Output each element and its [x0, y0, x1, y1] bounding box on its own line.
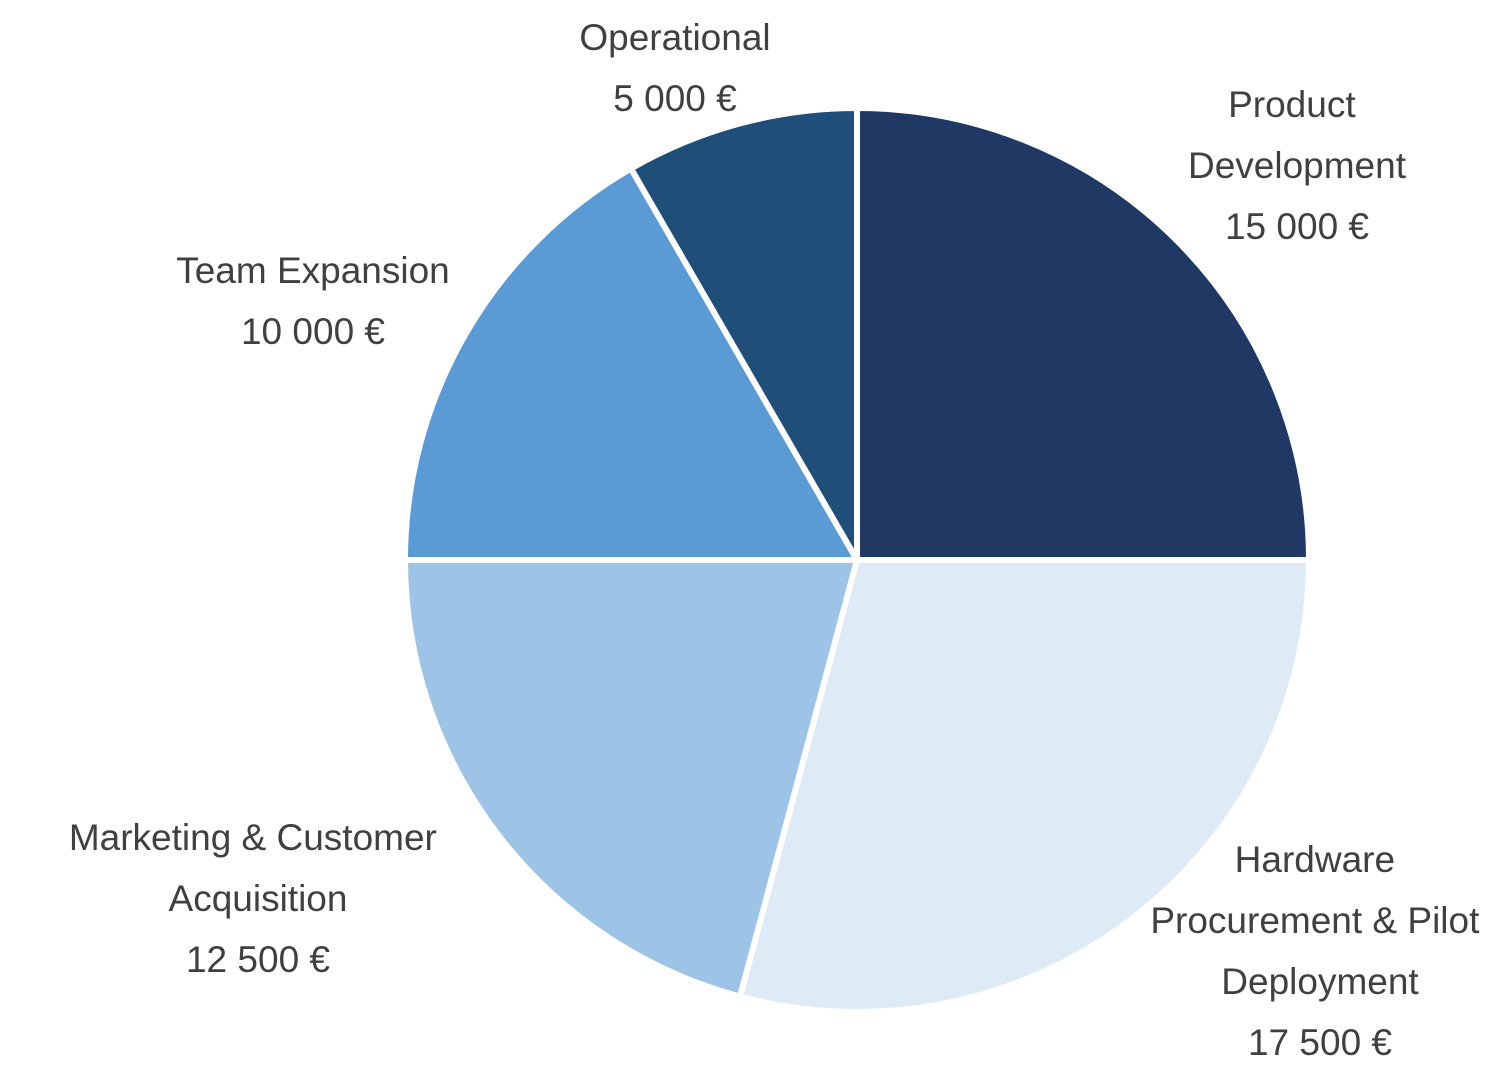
pie-slice — [402, 557, 860, 1000]
slice-label: Operational — [579, 17, 770, 58]
pie-slice — [628, 105, 860, 563]
label-line: Operational — [579, 17, 770, 58]
label-line: Deployment — [1221, 961, 1419, 1002]
value-label: 12 500 € — [186, 939, 330, 980]
label-line: Hardware — [1235, 839, 1406, 880]
slice-label: Marketing & Customer Acquisition — [69, 817, 447, 919]
pie-slice — [854, 105, 1312, 563]
value-label: 17 500 € — [1248, 1022, 1392, 1063]
label-line: Marketing & Customer — [69, 817, 447, 858]
value-label: 10 000 € — [241, 311, 385, 352]
label-line: Acquisition — [169, 878, 348, 919]
label-line: Development — [1188, 145, 1407, 186]
slice-label: Team Expansion — [176, 250, 450, 291]
label-line: Procurement & Pilot — [1150, 900, 1489, 941]
label-line: Team Expansion — [176, 250, 450, 291]
slice-label: Hardware Procurement & Pilot Deployment — [1150, 839, 1489, 1002]
value-label: 5 000 € — [613, 78, 737, 119]
label-line: Product — [1228, 84, 1366, 125]
pie-slice — [737, 557, 1312, 1015]
pie-slice — [402, 165, 860, 563]
value-label: 15 000 € — [1225, 206, 1369, 247]
slice-label: Product Development — [1188, 84, 1407, 186]
